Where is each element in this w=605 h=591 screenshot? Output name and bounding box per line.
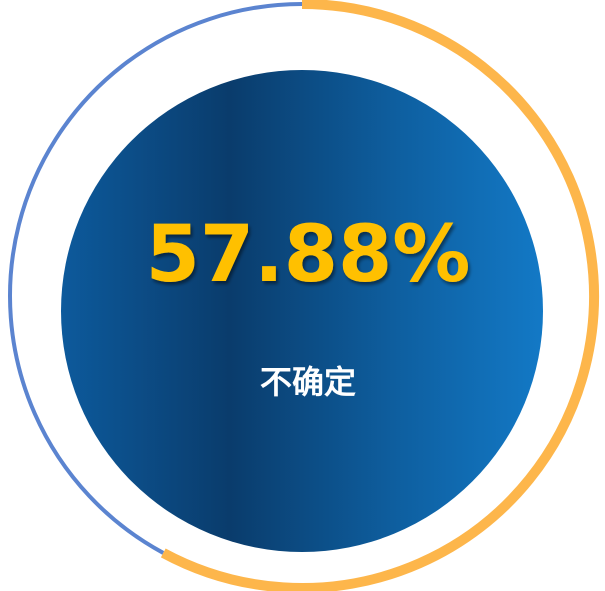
center-disc bbox=[61, 70, 543, 552]
remainder-arc bbox=[8, 2, 303, 555]
category-label: 不确定 bbox=[260, 363, 356, 401]
percentage-value: 57.88% bbox=[146, 210, 471, 300]
value-arc bbox=[160, 0, 599, 591]
